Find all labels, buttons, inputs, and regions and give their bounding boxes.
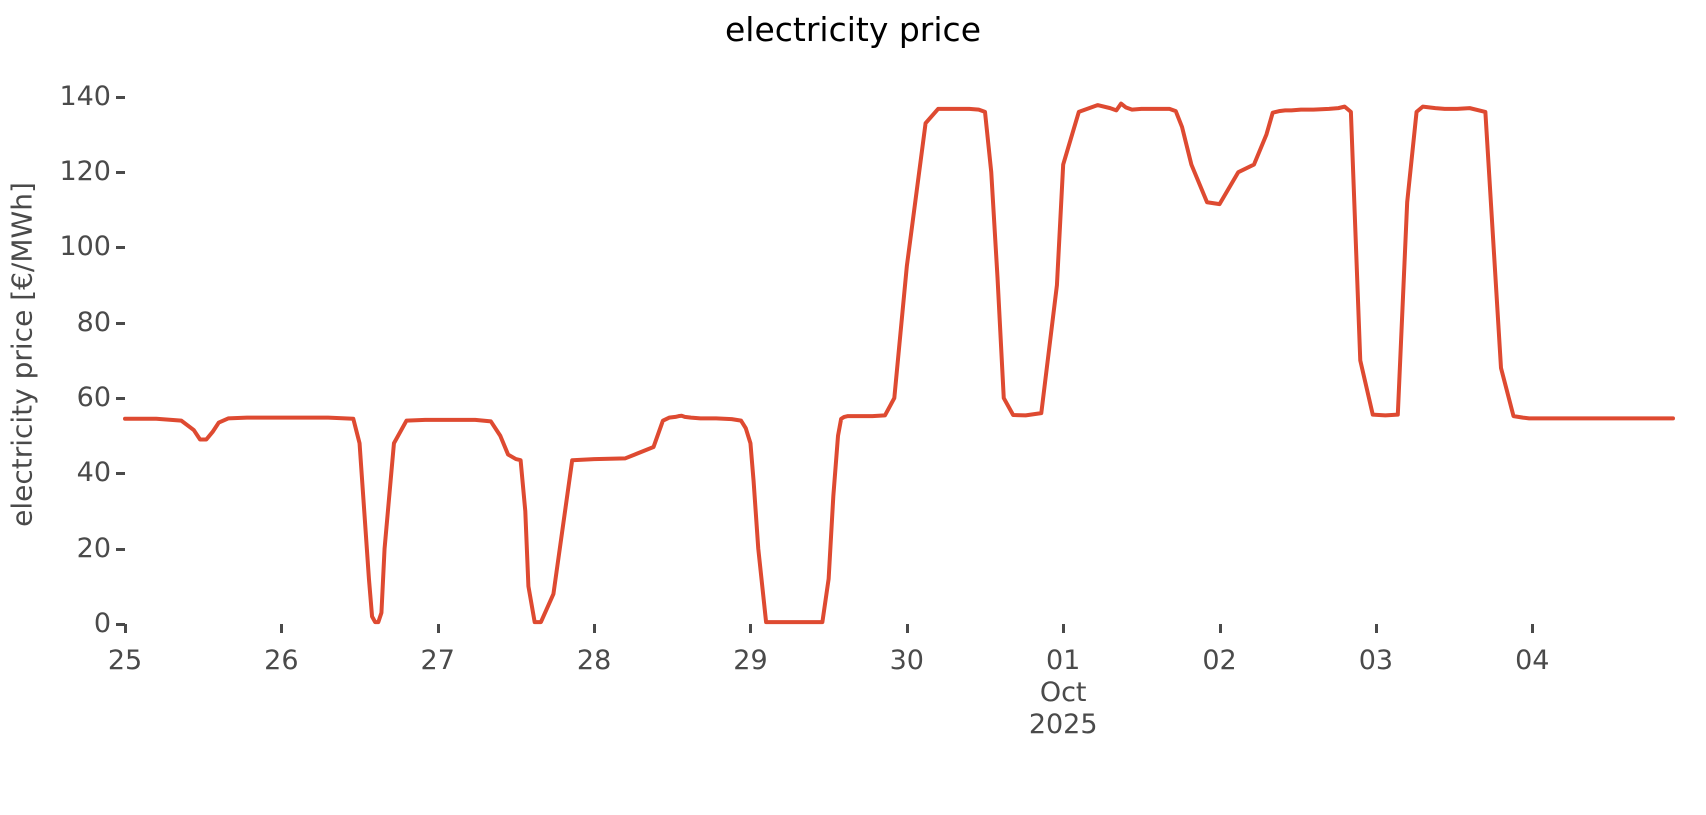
y-tick-mark-20	[116, 547, 125, 551]
y-tick-label-100: 100	[59, 231, 111, 263]
x-tick-label-2025-09-29: 29	[733, 645, 768, 676]
plot-area	[123, 78, 1675, 625]
y-tick-label-20: 20	[76, 532, 111, 564]
y-tick-label-140: 140	[59, 80, 111, 112]
y-tick-mark-100	[116, 246, 125, 250]
x-tick-mark-2025-09-25	[124, 624, 127, 633]
x-tick-mark-2025-09-29	[749, 624, 753, 633]
x-tick-mark-2025-10-03	[1374, 624, 1378, 633]
chart-title: electricity price	[725, 10, 981, 49]
x-tick-label-2025-10-01: 01 Oct 2025	[1028, 645, 1098, 740]
x-tick-label-2025-10-04: 04	[1515, 645, 1550, 676]
y-tick-mark-80	[116, 321, 125, 325]
x-tick-mark-2025-09-27	[436, 624, 440, 633]
x-tick-label-2025-10-02: 02	[1202, 645, 1237, 676]
y-tick-label-0: 0	[93, 608, 111, 639]
x-tick-label-2025-09-28: 28	[576, 645, 612, 676]
x-tick-label-2025-09-26: 26	[264, 645, 299, 676]
x-tick-mark-2025-09-30	[905, 624, 909, 633]
y-tick-label-60: 60	[76, 382, 111, 414]
y-tick-mark-140	[116, 95, 125, 99]
x-tick-label-2025-10-03: 03	[1358, 645, 1394, 676]
x-tick-label-2025-09-27: 27	[420, 645, 455, 676]
y-tick-mark-40	[116, 472, 125, 476]
y-tick-mark-0	[116, 623, 125, 626]
y-tick-label-40: 40	[76, 457, 111, 489]
x-tick-mark-2025-10-02	[1218, 624, 1222, 633]
y-tick-mark-60	[116, 397, 125, 401]
x-tick-label-2025-09-30: 30	[889, 645, 924, 676]
y-tick-mark-120	[116, 171, 125, 175]
line-chart-svg	[123, 101, 1675, 625]
x-tick-mark-2025-09-26	[280, 624, 284, 633]
price-series-line	[123, 101, 1675, 625]
x-tick-mark-2025-10-04	[1531, 624, 1535, 633]
y-tick-label-80: 80	[76, 306, 111, 338]
x-tick-label-2025-09-25: 25	[107, 645, 143, 676]
y-tick-label-120: 120	[59, 156, 111, 188]
x-tick-mark-2025-09-28	[593, 624, 597, 633]
x-tick-mark-2025-10-01	[1062, 624, 1066, 633]
